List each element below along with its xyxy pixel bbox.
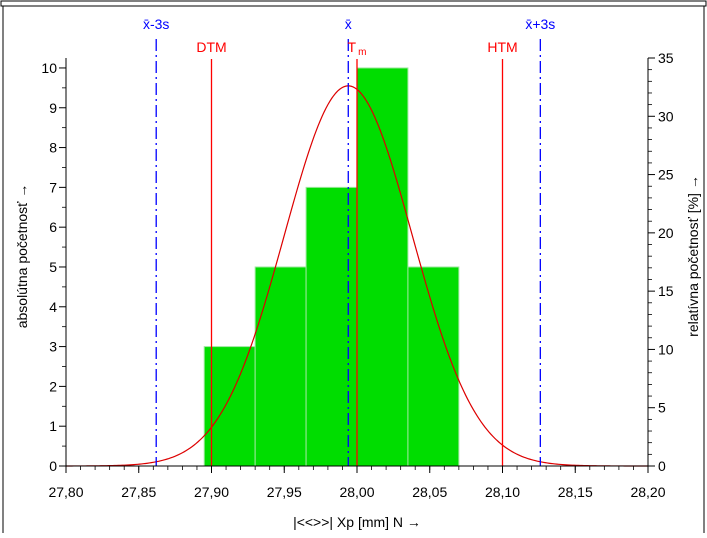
- y-left-tick-label: 6: [49, 219, 57, 235]
- reference-line-label: HTM: [487, 39, 517, 55]
- y-axis-label-left: absolútna početnosť →: [14, 184, 30, 329]
- histogram-bar: [407, 266, 460, 467]
- x-tick-label: 27,95: [267, 484, 302, 500]
- y-right-tick-label: 25: [658, 167, 674, 183]
- x-tick-label: 27,80: [48, 484, 83, 500]
- y-left-tick-label: 7: [49, 179, 57, 195]
- reference-line-label: DTM: [196, 39, 226, 55]
- outer-frame-top: [0, 0, 707, 7]
- y-right-tick-label: 5: [658, 400, 666, 416]
- y-left-tick-label: 9: [49, 100, 57, 116]
- y-left-tick-label: 8: [49, 140, 57, 156]
- y-right-tick-label: 30: [658, 108, 674, 124]
- y-left-tick-label: 4: [49, 299, 57, 315]
- x-tick-label: 28,15: [558, 484, 593, 500]
- reference-line-label: x̄: [345, 16, 352, 32]
- y-right-tick-label: 0: [658, 458, 666, 474]
- histogram-bar: [203, 346, 256, 467]
- y-right-tick-label: 15: [658, 283, 674, 299]
- x-axis-label: |<<>>| Xp [mm] N →: [293, 514, 421, 530]
- y-left-tick-label: 3: [49, 339, 57, 355]
- y-axis-label-right: relatívna početnosť [%] →: [685, 175, 701, 337]
- y-right-tick-label: 20: [658, 225, 674, 241]
- y-right-tick-label: 35: [658, 50, 674, 66]
- x-tick-label: 28,05: [412, 484, 447, 500]
- y-left-tick-label: 5: [49, 259, 57, 275]
- histogram-bar: [356, 67, 409, 467]
- histogram-bar: [305, 186, 358, 467]
- histogram-bar: [254, 266, 307, 467]
- y-left-tick-label: 10: [41, 60, 57, 76]
- x-tick-label: 27,90: [194, 484, 229, 500]
- x-tick-label: 27,85: [121, 484, 156, 500]
- reference-line-label: x̄-3s: [143, 16, 169, 32]
- y-left-tick-label: 2: [49, 378, 57, 394]
- x-tick-label: 28,20: [630, 484, 665, 500]
- y-left-tick-label: 1: [49, 418, 57, 434]
- x-tick-label: 28,00: [339, 484, 374, 500]
- y-right-tick-label: 10: [658, 341, 674, 357]
- x-tick-label: 28,10: [485, 484, 520, 500]
- y-left-tick-label: 0: [49, 458, 57, 474]
- reference-line-label: x̄+3s: [525, 16, 555, 32]
